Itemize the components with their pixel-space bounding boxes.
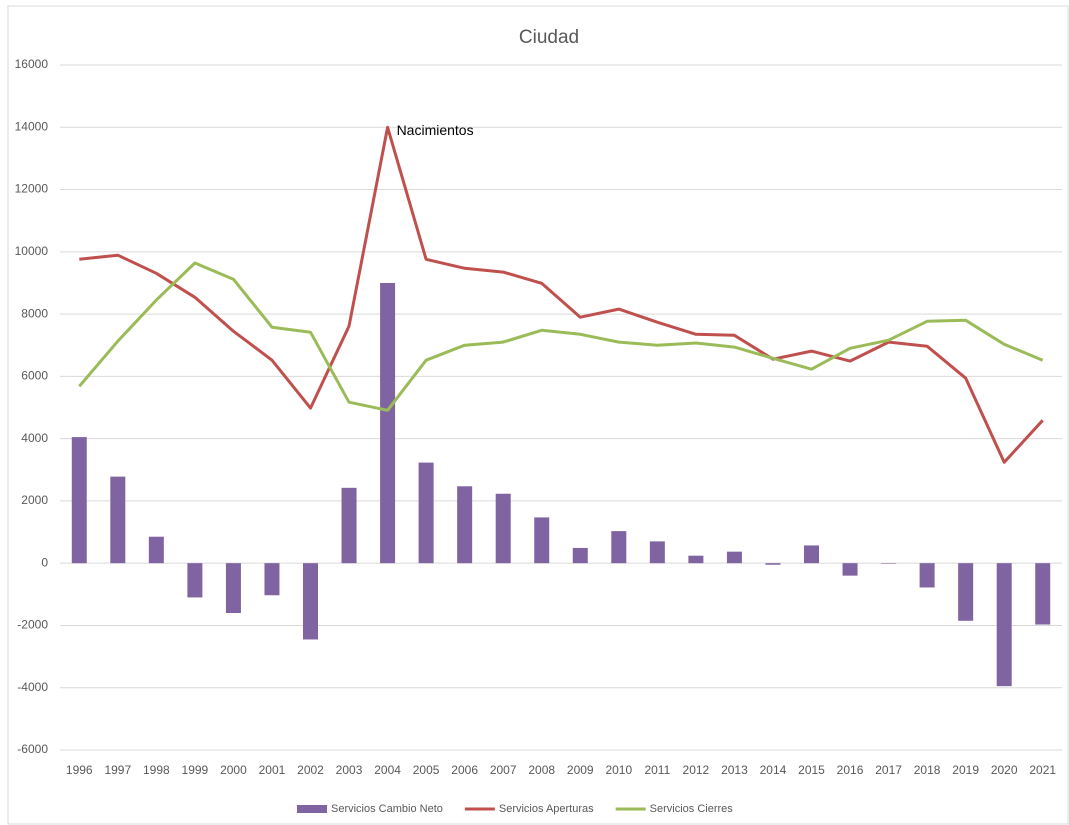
line-series — [79, 125, 1044, 464]
line-series — [78, 261, 1044, 412]
x-tick-label: 2007 — [490, 763, 517, 777]
x-tick-label: 2015 — [798, 763, 825, 777]
bar — [341, 487, 357, 564]
x-tick-label: 2011 — [644, 763, 670, 777]
bar — [457, 486, 473, 564]
x-tick-label: 2012 — [683, 763, 710, 777]
bar — [688, 555, 704, 564]
chart-title: Ciudad — [519, 27, 579, 48]
bar — [418, 462, 434, 564]
x-tick-label: 2014 — [760, 763, 787, 777]
legend-label: Servicios Cierres — [650, 803, 734, 815]
y-tick-label: -2000 — [17, 618, 48, 632]
bar — [765, 563, 781, 565]
bar — [572, 547, 588, 564]
x-tick-label: 2016 — [837, 763, 864, 777]
x-tick-label: 2013 — [721, 763, 748, 777]
y-tick-label: 2000 — [21, 493, 48, 507]
y-tick-label: 8000 — [21, 306, 48, 320]
y-tick-label: 10000 — [15, 244, 49, 258]
x-tick-label: 2010 — [605, 763, 632, 777]
y-tick-label: 6000 — [21, 369, 48, 383]
y-tick-label: 14000 — [15, 119, 49, 133]
x-tick-label: 2020 — [991, 763, 1018, 777]
y-tick-label: 4000 — [21, 431, 48, 445]
bar — [726, 551, 742, 564]
x-tick-label: 1998 — [143, 763, 170, 777]
legend-label: Servicios Cambio Neto — [331, 803, 443, 815]
x-tick-label: 2021 — [1029, 763, 1056, 777]
x-tick-label: 2008 — [528, 763, 555, 777]
x-tick-label: 2002 — [297, 763, 324, 777]
bar — [842, 563, 858, 576]
bar — [380, 282, 396, 564]
bar — [958, 563, 974, 621]
y-tick-label: 16000 — [15, 57, 49, 71]
annotation: Nacimientos — [397, 122, 474, 138]
bar — [804, 545, 819, 564]
x-tick-label: 1999 — [182, 763, 209, 777]
legend-swatch — [297, 805, 327, 813]
y-tick-label: 0 — [41, 555, 48, 569]
y-tick-label: 12000 — [15, 182, 49, 196]
x-tick-label: 2003 — [336, 763, 363, 777]
bar — [611, 531, 627, 564]
x-tick-label: 2018 — [914, 763, 941, 777]
bar — [225, 563, 241, 613]
bar — [187, 563, 203, 598]
bar — [110, 476, 126, 564]
bar — [1035, 563, 1051, 625]
x-tick-label: 1996 — [66, 763, 93, 777]
x-tick-label: 2005 — [413, 763, 440, 777]
bar — [148, 536, 164, 564]
x-tick-label: 2006 — [451, 763, 478, 777]
bar — [303, 563, 318, 640]
x-tick-label: 2009 — [567, 763, 594, 777]
bar — [996, 563, 1012, 687]
legend-label: Servicios Aperturas — [499, 803, 594, 815]
bar — [881, 563, 897, 564]
y-tick-label: -4000 — [17, 680, 48, 694]
x-tick-label: 2019 — [952, 763, 979, 777]
bar — [649, 541, 665, 564]
x-tick-label: 2001 — [259, 763, 286, 777]
bar — [71, 437, 87, 564]
x-tick-label: 2017 — [875, 763, 902, 777]
x-tick-label: 1997 — [104, 763, 131, 777]
bar — [534, 517, 550, 564]
chart-frame — [7, 5, 1069, 825]
bar — [919, 563, 935, 588]
bar — [264, 563, 280, 596]
x-tick-label: 2004 — [374, 763, 401, 777]
x-tick-label: 2000 — [220, 763, 247, 777]
y-tick-label: -6000 — [17, 742, 48, 756]
bar — [495, 493, 511, 564]
